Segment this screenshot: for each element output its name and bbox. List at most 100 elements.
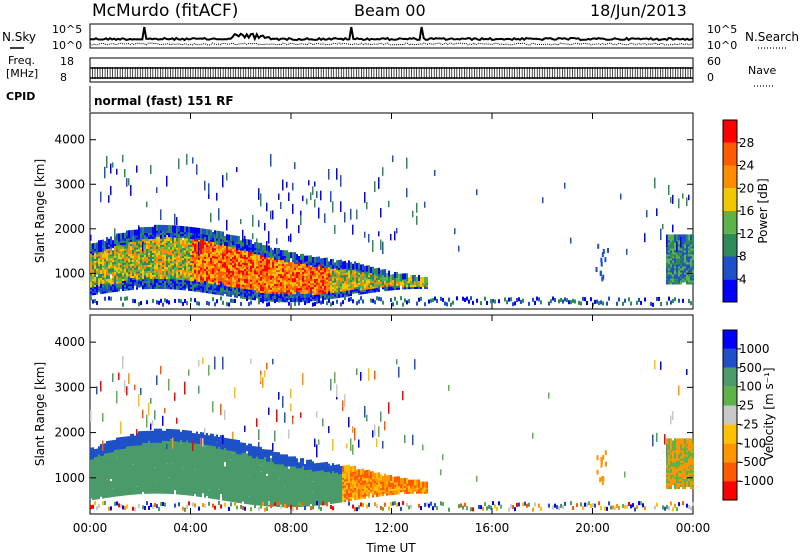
heat-cell — [232, 249, 234, 256]
heat-cell — [112, 488, 114, 495]
heat-cell — [260, 274, 262, 281]
heat-cell — [552, 296, 554, 301]
heat-cell — [282, 179, 284, 191]
heat-cell — [212, 297, 214, 302]
heat-cell — [248, 245, 250, 252]
heat-cell — [252, 233, 254, 240]
heat-cell — [166, 299, 168, 304]
heat-cell — [600, 257, 603, 263]
heat-cell — [150, 232, 152, 239]
heat-cell — [468, 299, 470, 304]
heat-cell — [138, 471, 140, 478]
heat-cell — [100, 261, 102, 268]
heat-cell — [144, 463, 146, 470]
heat-cell — [128, 373, 130, 384]
heat-cell — [284, 250, 286, 257]
heat-cell — [558, 299, 560, 304]
heat-cell — [626, 248, 628, 255]
heat-cell — [152, 226, 154, 233]
heat-cell — [414, 274, 416, 281]
heat-cell — [172, 225, 174, 232]
station-title: McMurdo (fitACF) — [92, 1, 238, 21]
heat-cell — [116, 233, 118, 240]
heat-cell — [180, 268, 182, 275]
heat-cell — [98, 503, 100, 508]
heat-cell — [678, 256, 680, 263]
heat-cell — [434, 296, 436, 301]
heat-cell — [674, 244, 676, 251]
heat-cell — [258, 282, 260, 289]
heat-cell — [102, 482, 104, 489]
heat-cell — [154, 252, 156, 259]
heat-cell — [658, 296, 660, 301]
heat-cell — [670, 234, 672, 241]
power-ylabel: Slant Range [km] — [33, 159, 47, 263]
noise-left-tick-bottom: 10^0 — [52, 39, 82, 52]
heat-cell — [462, 296, 464, 301]
heat-cell — [234, 291, 236, 298]
heat-cell — [434, 169, 436, 176]
heat-cell — [382, 241, 384, 255]
heat-cell — [376, 268, 378, 275]
heat-cell — [212, 231, 214, 238]
heat-cell — [292, 182, 294, 191]
heat-cell — [290, 272, 292, 279]
heat-cell — [132, 452, 134, 459]
heat-cell — [686, 264, 688, 271]
heat-cell — [674, 234, 676, 241]
heat-cell — [114, 249, 116, 256]
heat-cell — [292, 203, 294, 214]
heat-cell — [218, 254, 220, 261]
heat-cell — [266, 302, 268, 307]
heat-cell — [148, 438, 150, 445]
heat-cell — [200, 246, 202, 253]
heat-cell — [232, 275, 234, 282]
heat-cell — [372, 298, 374, 303]
heat-cell — [528, 301, 530, 306]
heat-cell — [96, 242, 98, 249]
heat-cell — [346, 278, 348, 285]
heat-cell — [298, 225, 300, 234]
heat-cell — [122, 285, 124, 292]
heat-cell — [96, 456, 98, 463]
heat-cell — [116, 253, 118, 260]
heat-cell — [260, 242, 262, 249]
heat-cell — [602, 301, 604, 306]
heat-cell — [388, 270, 390, 277]
heat-cell — [122, 302, 124, 307]
heat-cell — [336, 168, 338, 180]
heat-cell — [376, 296, 378, 301]
heat-cell — [266, 265, 268, 272]
heat-cell — [116, 259, 118, 266]
heat-cell — [514, 301, 516, 306]
heat-cell — [248, 249, 250, 256]
heat-cell — [604, 257, 607, 263]
heat-cell — [130, 478, 132, 485]
heat-cell — [398, 279, 400, 286]
heat-cell — [260, 193, 262, 207]
heat-cell — [100, 480, 102, 487]
heat-cell — [250, 257, 252, 264]
heat-cell — [268, 261, 270, 268]
heat-cell — [412, 275, 414, 282]
heat-cell — [132, 298, 134, 303]
heat-cell — [144, 505, 146, 510]
heat-cell — [146, 271, 148, 278]
y-tick-label: 1000 — [54, 266, 85, 280]
heat-cell — [104, 443, 106, 450]
heat-cell — [134, 235, 136, 242]
heat-cell — [200, 286, 202, 293]
heat-cell — [346, 266, 348, 273]
heat-cell — [324, 257, 326, 264]
heat-cell — [582, 296, 584, 301]
heat-cell — [158, 224, 160, 231]
heat-cell — [506, 300, 508, 305]
heat-cell — [92, 243, 94, 250]
heat-cell — [362, 299, 364, 304]
heat-cell — [120, 257, 122, 264]
heat-cell — [464, 297, 466, 302]
heat-cell — [308, 259, 310, 266]
heat-cell — [312, 257, 314, 264]
heat-cell — [676, 264, 678, 271]
